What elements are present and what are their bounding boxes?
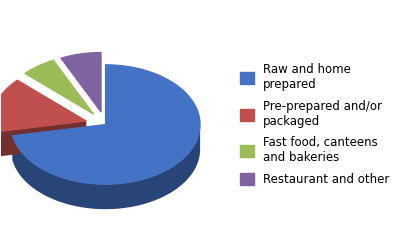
Legend: Raw and home
prepared, Pre-prepared and/or
packaged, Fast food, canteens
and bak: Raw and home prepared, Pre-prepared and/… [240, 63, 390, 186]
Polygon shape [13, 124, 105, 161]
Polygon shape [61, 53, 101, 112]
Polygon shape [0, 121, 87, 157]
Polygon shape [13, 65, 200, 184]
Polygon shape [0, 80, 87, 132]
Polygon shape [13, 125, 200, 209]
Polygon shape [25, 60, 94, 114]
